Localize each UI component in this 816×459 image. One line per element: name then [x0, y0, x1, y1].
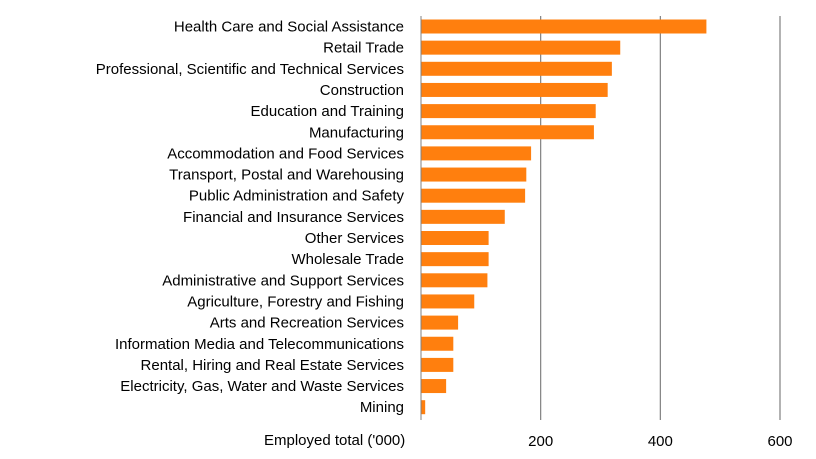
- bar: [421, 379, 447, 394]
- category-label: Information Media and Telecommunications: [115, 336, 404, 353]
- category-labels: Health Care and Social Assistance Retail …: [96, 19, 405, 417]
- x-tick-labels: 200 400 600: [528, 433, 792, 450]
- bar: [421, 231, 489, 245]
- category-label: Construction: [320, 82, 404, 99]
- category-label: Public Administration and Safety: [189, 188, 405, 205]
- x-tick-label: 600: [767, 433, 792, 450]
- bar: [421, 273, 488, 288]
- category-label: Arts and Recreation Services: [210, 315, 404, 332]
- bar: [421, 188, 526, 203]
- bar: [421, 294, 475, 309]
- bar: [421, 209, 505, 224]
- x-tick-label: 400: [648, 433, 673, 450]
- bars: [421, 19, 707, 415]
- bar: [421, 336, 454, 351]
- bar: [421, 19, 707, 34]
- category-label: Electricity, Gas, Water and Waste Servic…: [120, 378, 404, 395]
- bar: [421, 61, 612, 76]
- category-label: Administrative and Support Services: [162, 272, 404, 289]
- category-label: Transport, Postal and Warehousing: [169, 167, 404, 184]
- category-label: Mining: [360, 399, 404, 416]
- bar: [421, 146, 532, 161]
- bar: [421, 252, 489, 267]
- category-label: Other Services: [305, 230, 404, 247]
- category-label: Financial and Insurance Services: [183, 209, 404, 226]
- category-label: Professional, Scientific and Technical S…: [96, 61, 404, 78]
- bar: [421, 125, 594, 140]
- category-label: Agriculture, Forestry and Fishing: [187, 293, 404, 310]
- bar: [421, 104, 596, 119]
- bar: [421, 315, 459, 330]
- category-label: Manufacturing: [309, 124, 404, 141]
- category-label: Rental, Hiring and Real Estate Services: [141, 357, 404, 374]
- category-label: Wholesale Trade: [291, 251, 404, 268]
- bar: [421, 40, 621, 55]
- category-label: Retail Trade: [323, 40, 404, 57]
- x-axis-title: Employed total ('000): [264, 432, 405, 449]
- category-label: Education and Training: [251, 103, 404, 120]
- x-tick-label: 200: [528, 433, 553, 450]
- category-label: Accommodation and Food Services: [167, 145, 404, 162]
- category-label: Health Care and Social Assistance: [174, 19, 404, 36]
- bar: [421, 357, 454, 372]
- bar: [421, 167, 527, 182]
- bar: [421, 400, 426, 415]
- bar: [421, 82, 608, 97]
